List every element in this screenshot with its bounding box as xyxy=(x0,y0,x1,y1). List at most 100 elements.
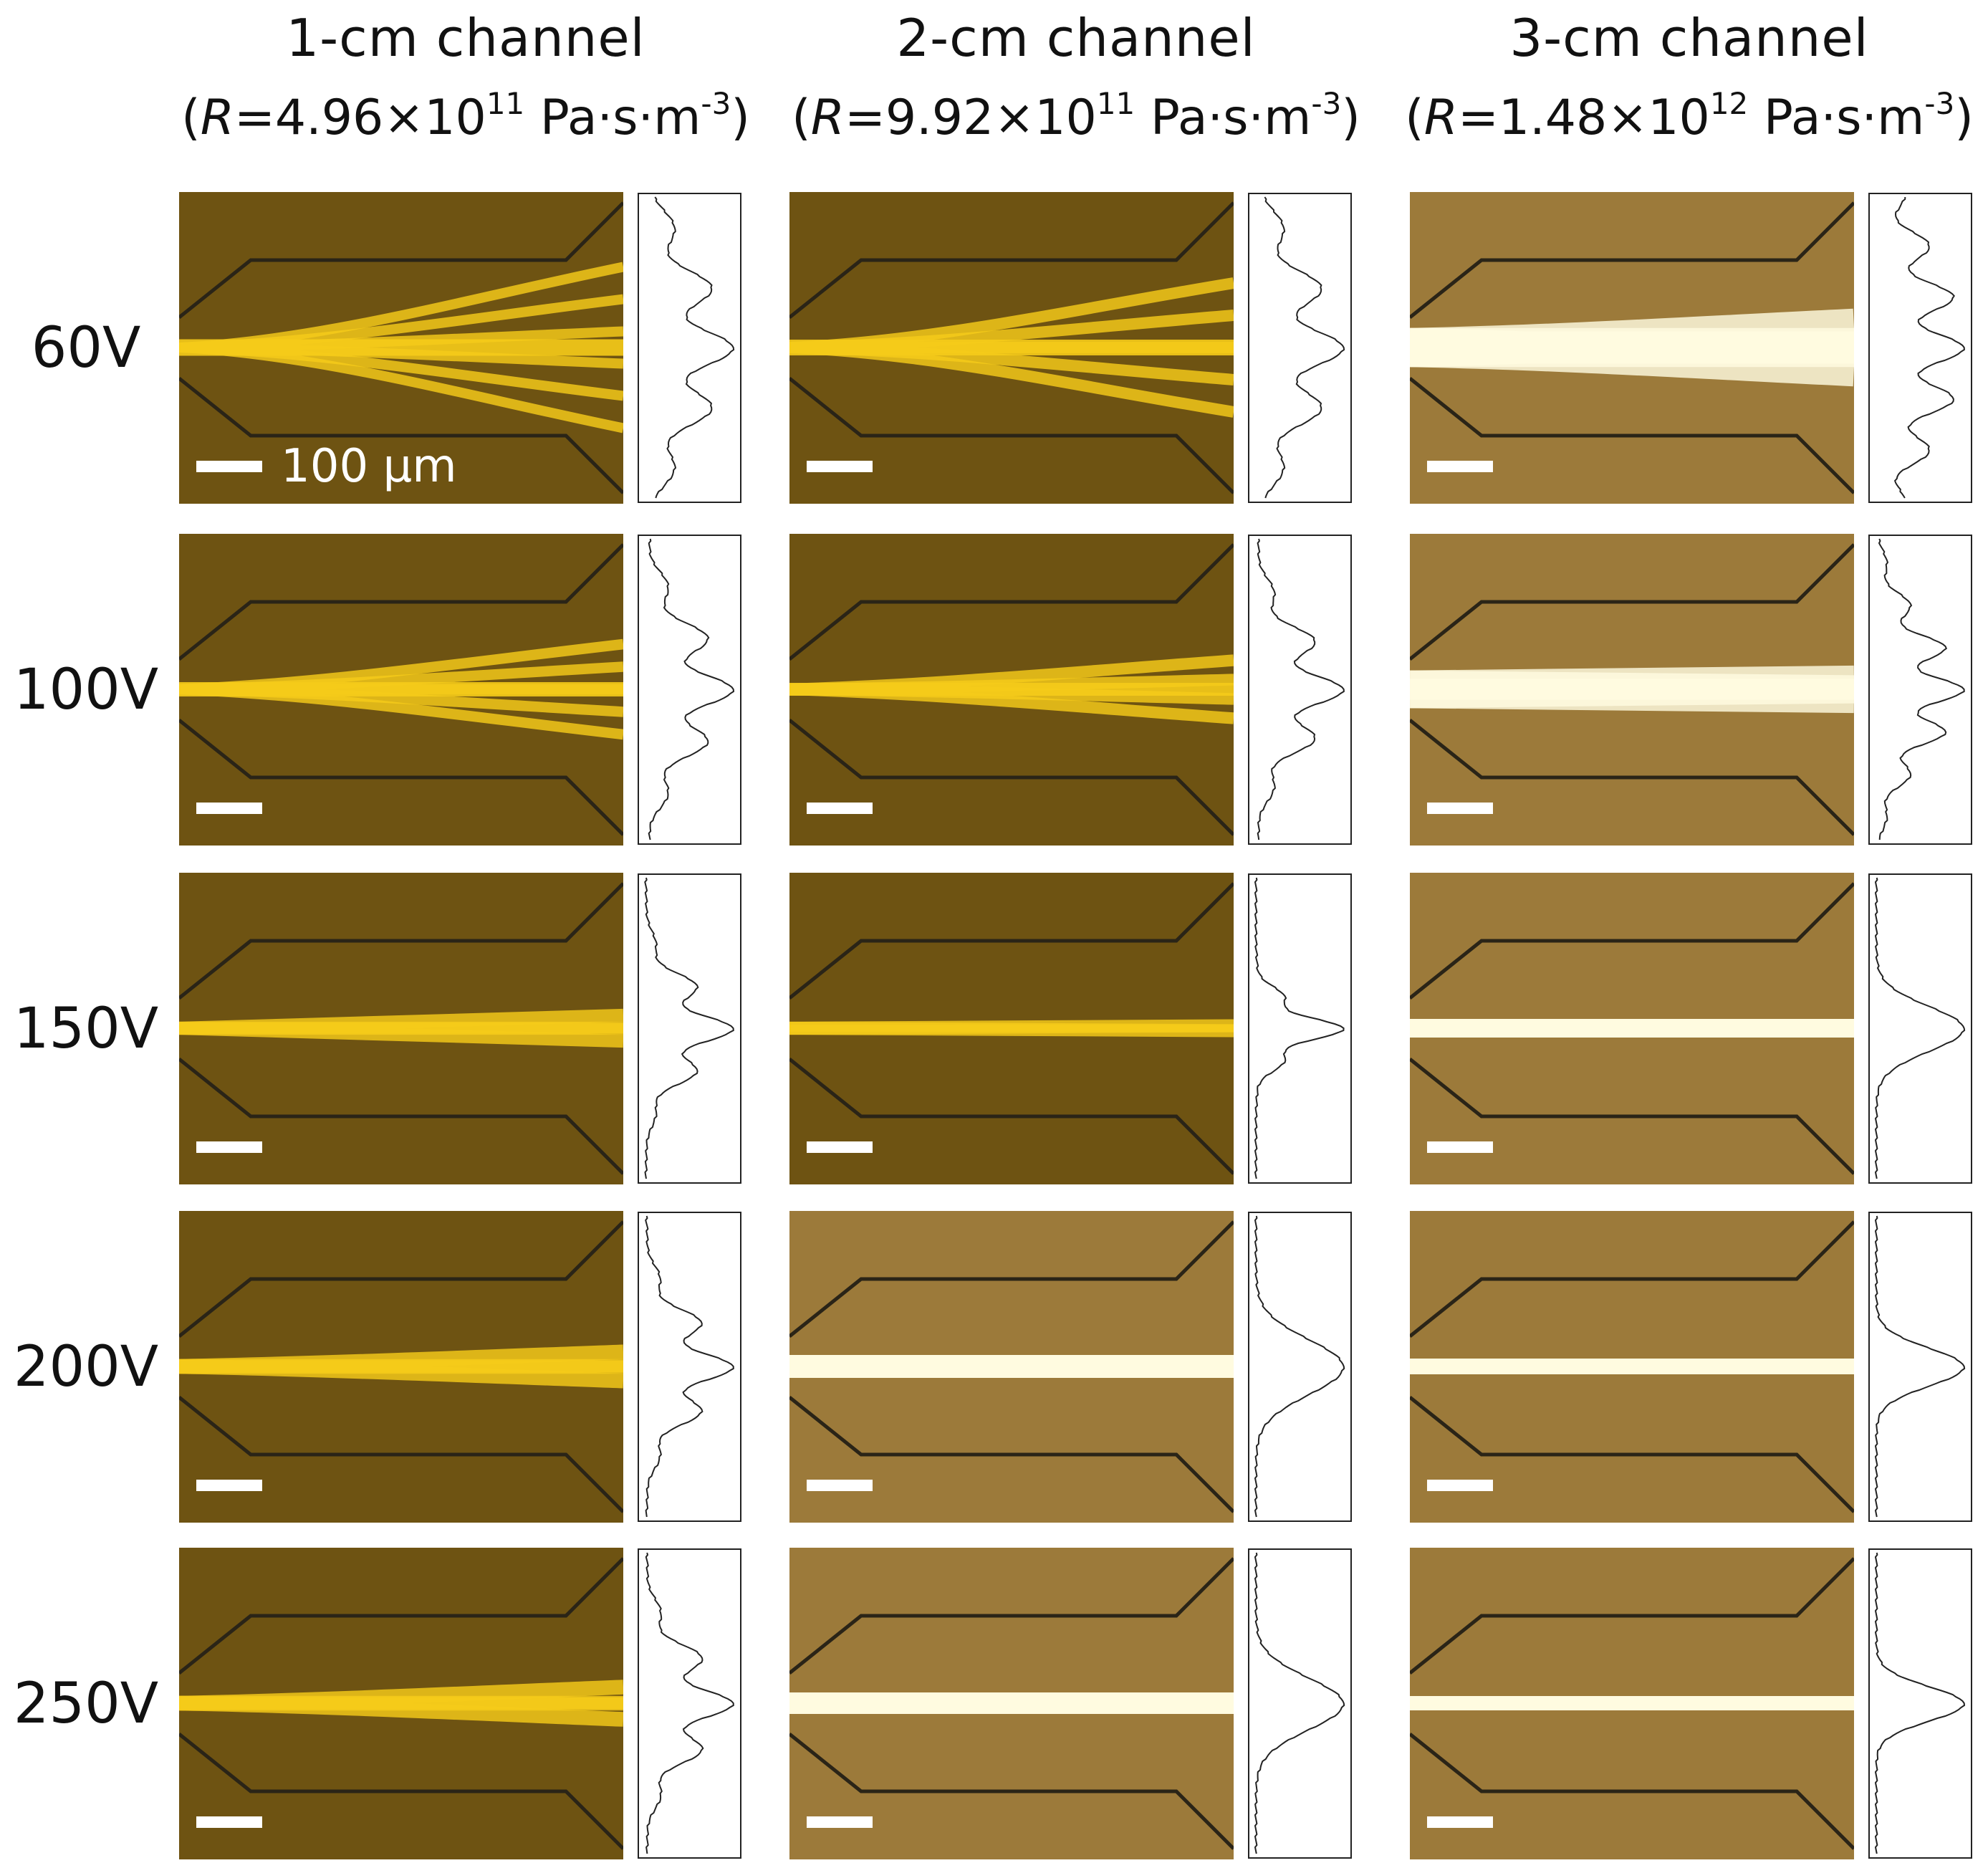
micrograph-image xyxy=(789,873,1234,1184)
resistance-unit: Pa·s·m xyxy=(1135,90,1312,146)
voltage-label: 100V xyxy=(13,658,159,722)
resistance-close-paren: ) xyxy=(1954,90,1974,146)
intensity-curve xyxy=(1254,1552,1345,1854)
micrograph-panel xyxy=(179,1211,623,1523)
channel-wall-bottom xyxy=(179,377,623,494)
micrograph-image xyxy=(789,1548,1234,1859)
intensity-curve xyxy=(1874,1552,1966,1854)
scale-bar xyxy=(1427,461,1493,472)
intensity-profile xyxy=(638,193,741,503)
resistance-exponent: 11 xyxy=(1096,86,1135,121)
micrograph-image xyxy=(179,1548,623,1859)
intensity-profile xyxy=(1248,873,1352,1184)
resistance-symbol: R xyxy=(810,90,845,146)
intensity-profile xyxy=(638,873,741,1184)
micrograph-image xyxy=(1410,192,1854,504)
scale-bar xyxy=(196,1141,262,1153)
channel-wall-top xyxy=(179,201,623,319)
intensity-profile xyxy=(1868,535,1972,845)
micrograph-image xyxy=(179,1211,623,1523)
micrograph-image xyxy=(1410,1211,1854,1523)
intensity-profile xyxy=(638,1212,741,1522)
column-title: 3-cm channel xyxy=(1509,8,1869,68)
micrograph-image xyxy=(789,1211,1234,1523)
channel-wall-top xyxy=(179,882,623,1000)
channel-wall-bottom xyxy=(1410,1733,1854,1850)
scale-bar xyxy=(807,461,873,472)
channel-wall-top xyxy=(789,543,1234,661)
resistance-unit: Pa·s·m xyxy=(524,90,701,146)
intensity-curve xyxy=(1874,877,1966,1179)
channel-wall-top xyxy=(179,1557,623,1675)
scale-bar-label: 100 μm xyxy=(281,440,457,493)
resistance-exponent: 11 xyxy=(486,86,525,121)
channel-wall-bottom xyxy=(789,719,1234,836)
micrograph-panel xyxy=(179,1548,623,1859)
intensity-curve xyxy=(654,196,735,499)
resistance-open-paren: ( xyxy=(1405,90,1424,146)
resistance-unit-exponent: -3 xyxy=(1924,86,1955,121)
micrograph-panel xyxy=(789,192,1234,504)
resistance-label: (R=4.96×1011 Pa·s·m-3) xyxy=(179,86,752,150)
voltage-label: 200V xyxy=(13,1335,159,1399)
channel-wall-top xyxy=(179,543,623,661)
channel-wall-bottom xyxy=(789,1733,1234,1850)
channel-wall-bottom xyxy=(1410,1058,1854,1175)
resistance-unit: Pa·s·m xyxy=(1748,90,1925,146)
resistance-value: =4.96×10 xyxy=(234,90,486,146)
micrograph-panel xyxy=(789,873,1234,1184)
intensity-profile xyxy=(638,535,741,845)
channel-wall-top xyxy=(1410,1557,1854,1675)
channel-wall-bottom xyxy=(179,719,623,836)
resistance-exponent: 12 xyxy=(1709,86,1749,121)
resistance-value: =9.92×10 xyxy=(844,90,1097,146)
column-title: 1-cm channel xyxy=(286,8,645,68)
intensity-curve xyxy=(1264,196,1345,499)
micrograph-panel xyxy=(179,873,623,1184)
channel-wall-top xyxy=(1410,882,1854,1000)
channel-wall-bottom xyxy=(789,377,1234,494)
resistance-close-paren: ) xyxy=(731,90,750,146)
micrograph-panel xyxy=(1410,1211,1854,1523)
channel-wall-bottom xyxy=(1410,377,1854,494)
micrograph-panel xyxy=(1410,1548,1854,1859)
intensity-profile xyxy=(1248,1548,1352,1859)
intensity-curve xyxy=(1874,1215,1966,1518)
micrograph-image xyxy=(1410,534,1854,846)
voltage-label: 60V xyxy=(31,316,141,380)
scale-bar xyxy=(196,1816,262,1828)
micrograph-image xyxy=(179,534,623,846)
voltage-label: 250V xyxy=(13,1672,159,1736)
intensity-curve xyxy=(1893,196,1965,499)
micrograph-image xyxy=(1410,873,1854,1184)
scale-bar xyxy=(1427,1480,1493,1491)
resistance-symbol: R xyxy=(1423,90,1458,146)
micrograph-panel xyxy=(1410,192,1854,504)
intensity-curve xyxy=(1254,1215,1345,1518)
channel-wall-bottom xyxy=(1410,1396,1854,1513)
channel-wall-top xyxy=(789,1557,1234,1675)
resistance-unit-exponent: -3 xyxy=(1311,86,1342,121)
resistance-value: =1.48×10 xyxy=(1457,90,1710,146)
scale-bar xyxy=(196,1480,262,1491)
intensity-curve xyxy=(1254,877,1345,1179)
micrograph-image xyxy=(789,534,1234,846)
intensity-profile xyxy=(1248,535,1352,845)
micrograph-image xyxy=(789,192,1234,504)
intensity-curve xyxy=(1257,538,1345,840)
micrograph-image xyxy=(1410,1548,1854,1859)
channel-wall-bottom xyxy=(1410,719,1854,836)
intensity-curve xyxy=(645,1552,734,1854)
resistance-open-paren: ( xyxy=(792,90,811,146)
channel-wall-top xyxy=(789,882,1234,1000)
resistance-unit-exponent: -3 xyxy=(701,86,731,121)
intensity-profile xyxy=(1868,193,1972,503)
micrograph-panel xyxy=(789,534,1234,846)
scale-bar xyxy=(1427,1816,1493,1828)
intensity-profile xyxy=(1248,1212,1352,1522)
intensity-profile xyxy=(1868,1212,1972,1522)
channel-wall-bottom xyxy=(789,1058,1234,1175)
intensity-profile xyxy=(1248,193,1352,503)
intensity-profile xyxy=(1868,873,1972,1184)
channel-wall-top xyxy=(1410,1220,1854,1338)
